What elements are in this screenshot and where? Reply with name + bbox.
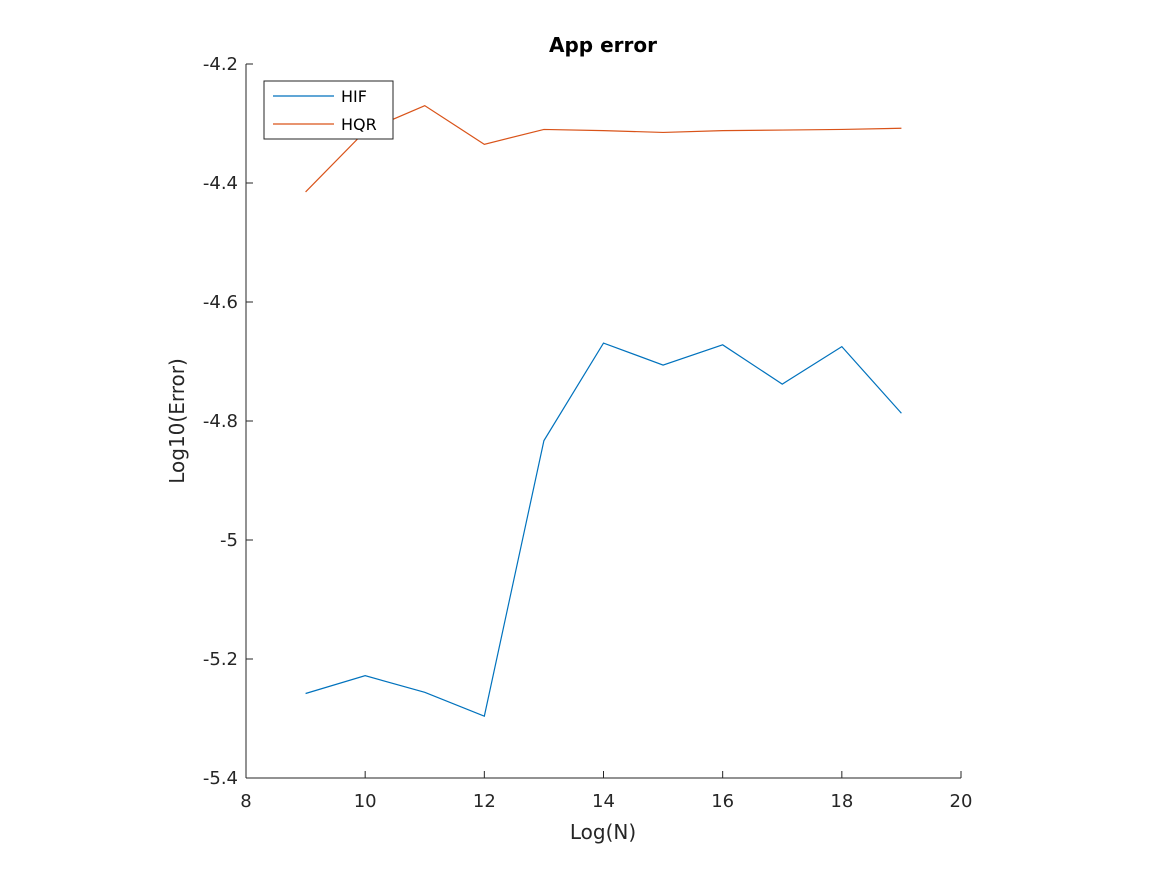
y-tick-label: -4.6	[203, 292, 238, 313]
series-line-hqr	[305, 104, 902, 193]
x-tick-label: 14	[592, 791, 615, 812]
x-axis-label: Log(N)	[570, 820, 636, 844]
y-tick-label: -5	[220, 530, 238, 551]
x-tick-label: 16	[711, 791, 734, 812]
legend-box	[263, 80, 394, 140]
y-tick-label: -5.4	[203, 768, 238, 789]
series-line-hif	[305, 342, 902, 717]
legend-label-hqr: HQR	[341, 115, 377, 134]
x-tick-label: 12	[473, 791, 496, 812]
y-tick-label: -4.4	[203, 173, 238, 194]
y-tick-label: -4.2	[203, 54, 238, 75]
x-tick-label: 8	[240, 791, 251, 812]
series-lines	[305, 104, 902, 717]
x-tick-label: 20	[950, 791, 973, 812]
y-tick-label: -4.8	[203, 411, 238, 432]
chart-title: App error	[549, 33, 657, 57]
x-tick-label: 18	[830, 791, 853, 812]
y-tick-label: -5.2	[203, 649, 238, 670]
y-axis-label: Log10(Error)	[165, 358, 189, 484]
legend-label-hif: HIF	[341, 87, 367, 106]
x-tick-label: 10	[354, 791, 377, 812]
axes: 8 10 12 14 16 18 20 -5.4 -5.2 -5 -4.8 -4.6 -4.4 -4.2	[203, 54, 973, 812]
legend: HIF HQR	[263, 80, 394, 140]
